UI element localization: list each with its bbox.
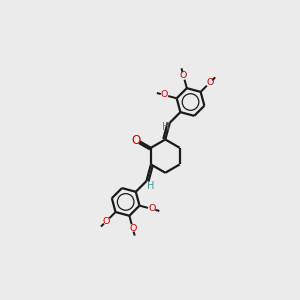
Text: O: O [206,78,214,87]
Text: O: O [103,217,110,226]
Text: H: H [147,181,155,191]
Text: H: H [162,122,169,132]
Text: O: O [148,205,156,214]
Text: O: O [129,224,136,233]
Text: O: O [132,134,141,148]
Text: O: O [180,71,187,80]
Text: O: O [160,91,168,100]
